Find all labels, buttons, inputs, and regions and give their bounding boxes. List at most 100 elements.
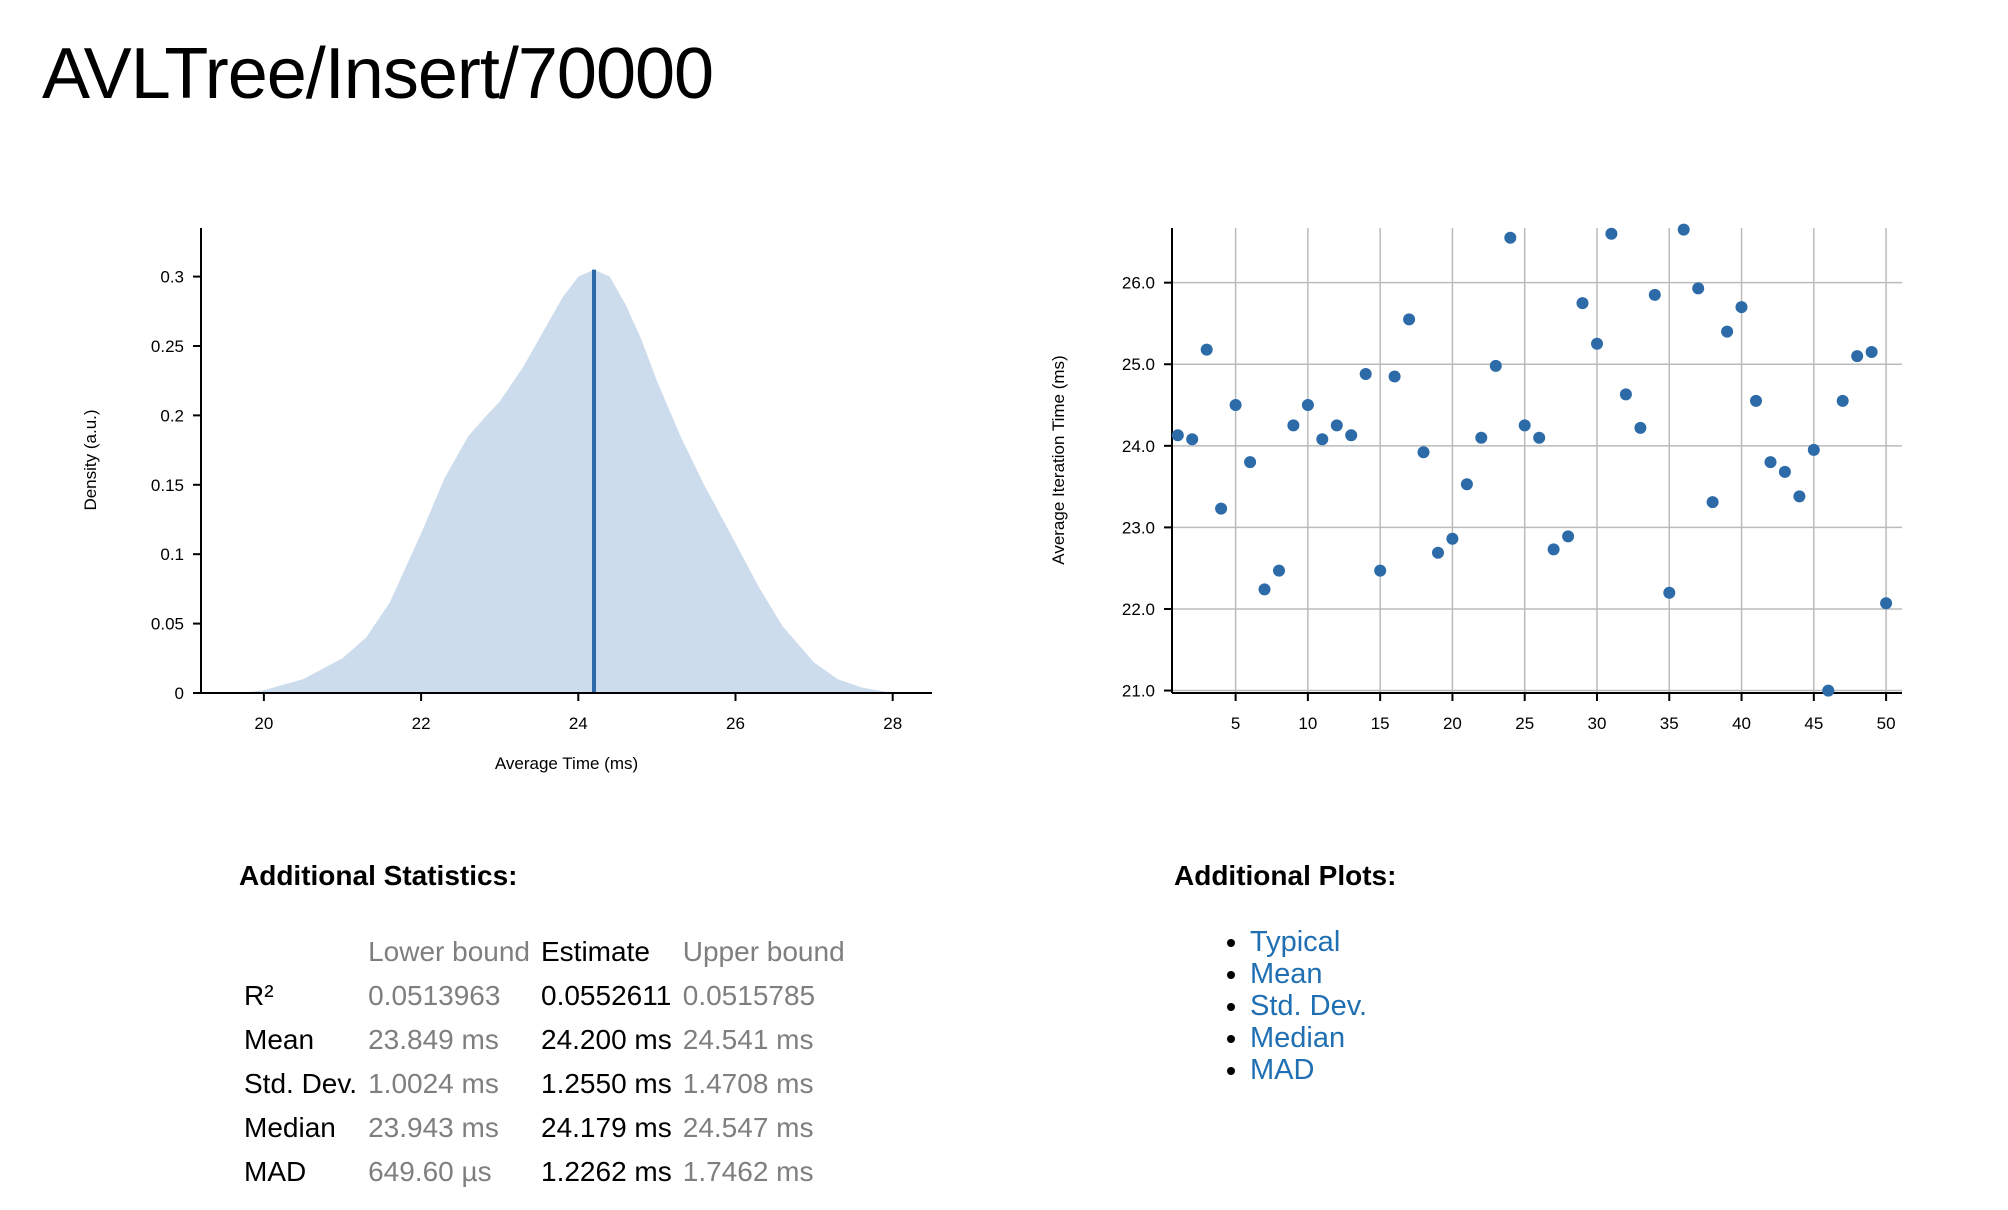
typical-plot-link[interactable]: Typical bbox=[1250, 926, 1341, 958]
y-tick-label: 25.0 bbox=[1122, 355, 1155, 374]
data-point bbox=[1489, 359, 1502, 372]
data-point bbox=[1301, 399, 1314, 411]
data-point bbox=[1215, 502, 1228, 515]
density-area bbox=[240, 269, 909, 693]
list-item: Std. Dev. bbox=[1250, 990, 1367, 1022]
data-point bbox=[1403, 313, 1416, 326]
data-point bbox=[1359, 368, 1372, 380]
y-axis-label: Density (a.u.) bbox=[81, 409, 100, 510]
data-point bbox=[1880, 597, 1893, 610]
y-tick-label: 0.3 bbox=[160, 268, 184, 287]
list-item: Median bbox=[1250, 1022, 1367, 1054]
header-estimate: Estimate bbox=[541, 936, 650, 967]
data-point bbox=[1316, 433, 1329, 446]
data-point bbox=[1547, 543, 1560, 556]
data-point bbox=[1171, 429, 1184, 442]
upper-bound-value: 0.0515785 bbox=[682, 980, 816, 1011]
data-point bbox=[1677, 223, 1690, 236]
table-row: Std. Dev. 1.0024 ms 1.2550 ms 1.4708 ms bbox=[239, 1062, 851, 1106]
estimate-value: 1.2262 ms bbox=[541, 1156, 672, 1187]
data-point bbox=[1533, 431, 1546, 444]
table-row: Median 23.943 ms 24.179 ms 24.547 ms bbox=[239, 1106, 851, 1150]
x-tick-label: 22 bbox=[412, 714, 431, 733]
data-point bbox=[1475, 431, 1488, 444]
header-lower-bound: Lower bound bbox=[368, 936, 530, 967]
row-label: MAD bbox=[244, 1156, 307, 1187]
lower-bound-value: 0.0513963 bbox=[368, 980, 501, 1011]
header-empty bbox=[239, 930, 363, 974]
data-point bbox=[1244, 456, 1257, 469]
y-tick-label: 0 bbox=[175, 684, 184, 703]
y-tick-label: 0.05 bbox=[151, 615, 184, 634]
row-label: Std. Dev. bbox=[244, 1068, 358, 1099]
estimate-value: 0.0552611 bbox=[541, 980, 672, 1011]
iteration-time-chart: 21.0 22.0 23.0 24.0 25.0 26.0 5 10 15 20 25 30 35 40 4… bbox=[1049, 223, 1902, 733]
data-point bbox=[1504, 231, 1517, 244]
row-label: R² bbox=[244, 980, 274, 1011]
x-tick-label: 35 bbox=[1660, 714, 1679, 733]
data-point bbox=[1417, 446, 1430, 459]
data-point bbox=[1865, 346, 1878, 358]
row-label: Mean bbox=[244, 1024, 315, 1055]
data-point bbox=[1345, 429, 1358, 442]
x-tick-label: 15 bbox=[1371, 714, 1390, 733]
data-point bbox=[1663, 586, 1676, 599]
lower-bound-value: 23.849 ms bbox=[368, 1024, 499, 1055]
y-tick-label: 0.1 bbox=[160, 545, 184, 564]
mad-plot-link[interactable]: MAD bbox=[1250, 1054, 1315, 1086]
data-point bbox=[1721, 325, 1734, 338]
y-tick-label: 0.25 bbox=[151, 337, 184, 356]
y-tick-label: 26.0 bbox=[1122, 274, 1155, 293]
additional-statistics-heading: Additional Statistics: bbox=[239, 860, 518, 891]
additional-statistics-table: Lower bound Estimate Upper bound R² 0.05… bbox=[239, 930, 851, 1194]
data-point bbox=[1822, 684, 1835, 697]
y-tick-label: 21.0 bbox=[1122, 682, 1155, 701]
data-point bbox=[1793, 490, 1806, 503]
data-point bbox=[1518, 419, 1531, 432]
y-tick-label: 22.0 bbox=[1122, 600, 1155, 619]
lower-bound-value: 23.943 ms bbox=[368, 1112, 499, 1143]
data-point bbox=[1750, 394, 1762, 407]
upper-bound-value: 1.7462 ms bbox=[682, 1156, 814, 1187]
data-point bbox=[1388, 370, 1401, 383]
data-point bbox=[1186, 433, 1199, 446]
std-dev-plot-link[interactable]: Std. Dev. bbox=[1250, 990, 1368, 1022]
data-point bbox=[1764, 456, 1777, 469]
x-tick-label: 5 bbox=[1231, 714, 1240, 733]
x-tick-label: 50 bbox=[1877, 714, 1896, 733]
x-tick-label: 25 bbox=[1515, 714, 1534, 733]
list-item: Mean bbox=[1250, 958, 1367, 990]
data-point bbox=[1619, 388, 1632, 401]
x-tick-label: 20 bbox=[1443, 714, 1462, 733]
x-tick-label: 26 bbox=[726, 714, 745, 733]
upper-bound-value: 24.541 ms bbox=[682, 1024, 814, 1055]
additional-plots-list: Typical Mean Std. Dev. Median MAD bbox=[1220, 926, 1367, 1086]
upper-bound-value: 24.547 ms bbox=[682, 1112, 814, 1143]
x-tick-label: 40 bbox=[1732, 714, 1751, 733]
x-axis-label: Average Time (ms) bbox=[495, 754, 638, 773]
table-row: R² 0.0513963 0.0552611 0.0515785 bbox=[239, 974, 851, 1018]
mean-plot-link[interactable]: Mean bbox=[1250, 958, 1323, 990]
upper-bound-value: 1.4708 ms bbox=[682, 1068, 814, 1099]
data-point bbox=[1591, 337, 1603, 350]
y-tick-label: 23.0 bbox=[1122, 518, 1155, 537]
data-point bbox=[1692, 282, 1705, 295]
estimate-value: 24.179 ms bbox=[541, 1112, 672, 1143]
data-point bbox=[1273, 564, 1285, 577]
x-tick-label: 45 bbox=[1804, 714, 1823, 733]
y-axis-label: Average Iteration Time (ms) bbox=[1049, 355, 1068, 564]
y-tick-label: 24.0 bbox=[1122, 437, 1155, 456]
median-plot-link[interactable]: Median bbox=[1250, 1022, 1346, 1054]
additional-plots-heading: Additional Plots: bbox=[1174, 860, 1397, 891]
pdf-chart: 0 0.05 0.1 0.15 0.2 0.25 0.3 20 22 24 26 28 Average … bbox=[81, 228, 932, 773]
data-point bbox=[1836, 394, 1849, 407]
page-title: AVLTree/Insert/70000 bbox=[42, 34, 714, 114]
data-point bbox=[1287, 419, 1300, 432]
list-item: MAD bbox=[1250, 1054, 1367, 1086]
lower-bound-value: 649.60 µs bbox=[368, 1156, 492, 1187]
table-header-row: Lower bound Estimate Upper bound bbox=[239, 930, 851, 974]
data-point bbox=[1735, 301, 1748, 314]
data-point bbox=[1648, 288, 1661, 301]
data-point bbox=[1432, 546, 1444, 559]
data-point bbox=[1258, 583, 1271, 596]
